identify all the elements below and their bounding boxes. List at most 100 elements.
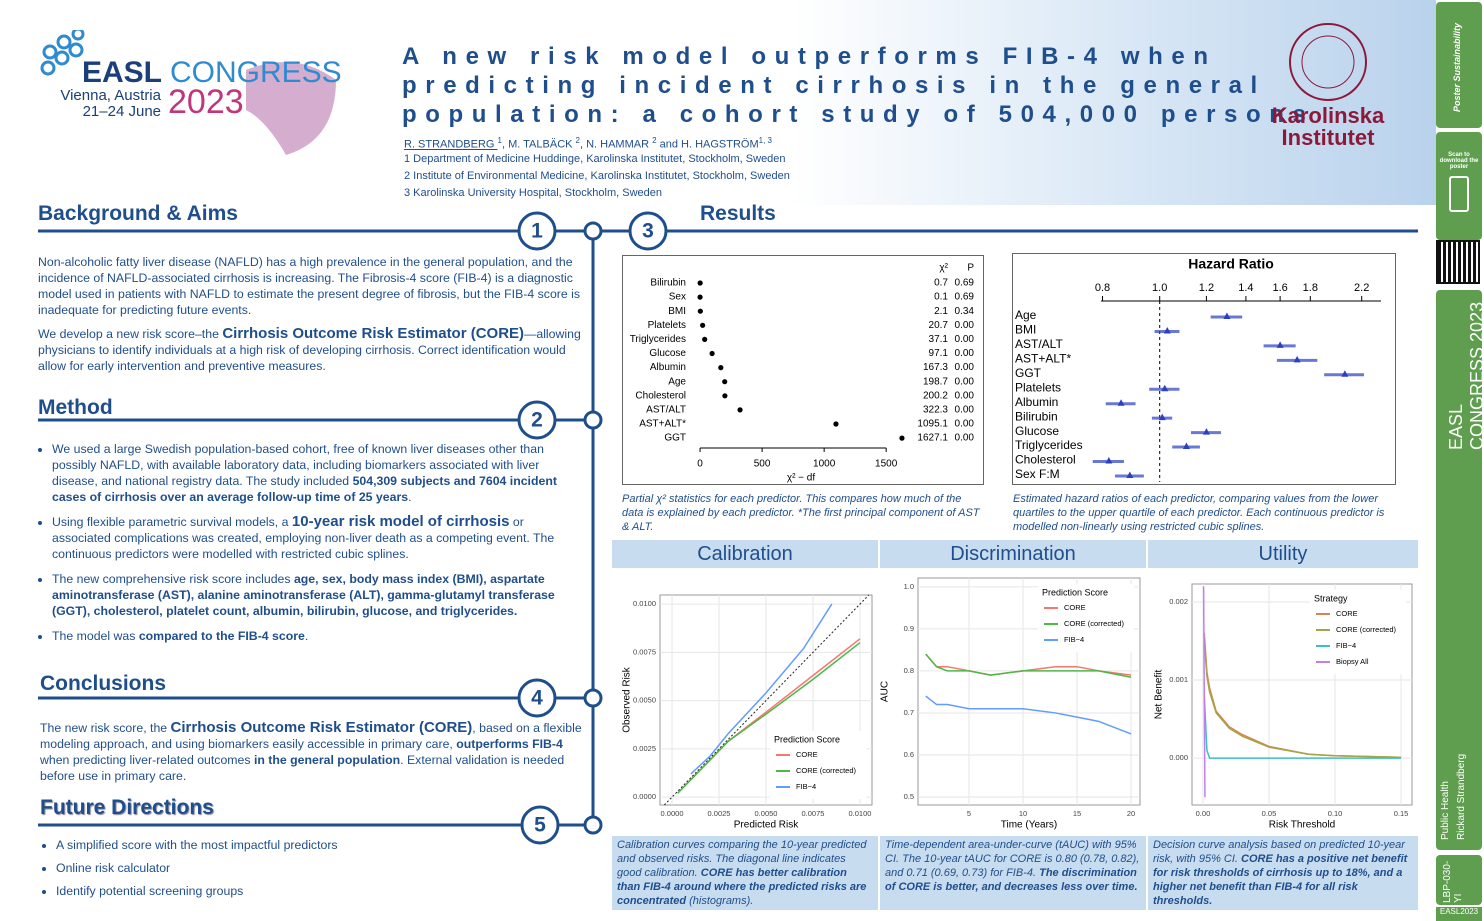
- caption: Time-dependent area-under-curve (tAUC) w…: [880, 836, 1146, 910]
- x-tick-label: 2.2: [1354, 282, 1369, 294]
- p-value: 0.00: [955, 348, 975, 359]
- x-tick-label: 1500: [875, 459, 898, 470]
- x-tick-label: 1.6: [1272, 282, 1287, 294]
- event-year: 2023: [1467, 301, 1484, 342]
- x-tick-label: 0.0050: [755, 809, 778, 818]
- category-label: Age: [1015, 308, 1037, 322]
- caption: Estimated hazard ratios of each predicto…: [1013, 492, 1395, 534]
- x-tick-label: 0.0000: [661, 809, 684, 818]
- value-label: 37.1: [929, 334, 949, 345]
- text-run: Partial χ² statistics for each predictor…: [622, 493, 962, 519]
- category-label: GGT: [1015, 366, 1042, 380]
- legend-title: Prediction Score: [1042, 587, 1108, 597]
- series-line: [925, 653, 1132, 678]
- point: [1202, 428, 1210, 435]
- title-line: population: a cohort study of 504,000 pe…: [402, 101, 1315, 128]
- text-run: when predicting liver-related outcomes: [40, 753, 254, 767]
- future-text: A simplified score with the most impactf…: [40, 837, 560, 906]
- title: A new risk model outperforms FIB-4 when …: [402, 42, 1314, 129]
- x-axis-label: Risk Threshold: [1269, 820, 1336, 831]
- category-label: Glucose: [1015, 424, 1059, 438]
- text-run: Decision curve analysis based on predict…: [1153, 839, 1405, 865]
- p-value: 0.00: [955, 405, 975, 416]
- text-run: 10-year risk model of cirrhosis: [291, 513, 510, 530]
- sidebar-block: EASL CONGRESS 2023 Public Health Rickard…: [1436, 290, 1484, 850]
- institute-logo: Karolinska Institutet: [1272, 23, 1385, 150]
- legend-label: CORE (corrected): [1064, 619, 1125, 628]
- x-tick-label: 10: [1019, 809, 1027, 818]
- bullet: We used a large Swedish population-based…: [52, 441, 586, 505]
- p-value: 0.00: [955, 376, 975, 387]
- category-label: Cholesterol: [635, 390, 686, 401]
- y-tick-label: 0.6: [904, 750, 914, 759]
- caption: Decision curve analysis based on predict…: [1148, 836, 1418, 910]
- text-run: The discrimination of CORE is better, an…: [885, 867, 1138, 893]
- diagonal: [663, 594, 870, 806]
- scan-text: Scan to download the poster: [1439, 152, 1479, 170]
- y-tick-label: 0.002: [1169, 597, 1188, 606]
- y-axis-label: Observed Risk: [622, 666, 633, 733]
- topic: Public Health: [1440, 781, 1451, 840]
- legend-label: FIB−4: [796, 782, 816, 791]
- section-number: 1: [531, 220, 543, 243]
- x-tick-label: 1.4: [1238, 282, 1253, 294]
- section-heading: Conclusions: [40, 672, 167, 695]
- point: [1182, 442, 1190, 450]
- point: [1293, 355, 1301, 363]
- bullet: A simplified score with the most impactf…: [56, 837, 560, 853]
- poster-code: LBP-030-YI: [1442, 860, 1464, 903]
- text-run: Time-dependent area-under-curve (tAUC) w…: [885, 839, 1140, 879]
- phone-icon: [1449, 176, 1469, 212]
- series-line: [925, 695, 1132, 735]
- text-run: The model was: [52, 629, 139, 643]
- authors: R. STRANDBERG 1, M. TALBÄCK 2, N. HAMMAR…: [404, 136, 772, 151]
- text-run: age, sex, body mass index (BMI), asparta…: [52, 572, 555, 618]
- lines: [38, 229, 1418, 827]
- category-label: BMI: [668, 306, 686, 317]
- value-label: 167.3: [923, 362, 948, 373]
- logo-cells: [40, 30, 85, 76]
- x-tick-label: 500: [754, 459, 771, 470]
- x-axis-label: χ² − df: [787, 473, 816, 484]
- title-line: A new risk model outperforms FIB-4 when: [402, 43, 1217, 70]
- p-value: 0.00: [955, 390, 975, 401]
- caption: Partial χ² statistics for each predictor…: [622, 492, 982, 534]
- point: [1163, 326, 1171, 334]
- y-axis-label: Net Benefit: [1154, 670, 1165, 720]
- tag: EASL2023: [1436, 907, 1482, 921]
- category-label: Cholesterol: [1015, 453, 1076, 467]
- column-header: χ²: [939, 263, 948, 274]
- text-run: 504,309 subjects and 7604 incident cases…: [52, 474, 557, 504]
- bullet-list: We used a large Swedish population-based…: [38, 441, 586, 644]
- text-run: Cirrhosis Outcome Risk Estimator (CORE): [170, 719, 473, 736]
- y-tick-label: 1.0: [904, 582, 914, 591]
- x-tick-label: 0: [697, 459, 703, 470]
- section-number: 2: [531, 409, 543, 432]
- sustainability: Poster Sustainability: [1452, 22, 1462, 112]
- legend-label: FIB−4: [1336, 641, 1356, 650]
- text-run: Cirrhosis Outcome Risk Estimator (CORE): [222, 325, 525, 342]
- panel-title: Utility: [1148, 540, 1418, 568]
- x-tick-label: 15: [1073, 809, 1081, 818]
- section-number: 3: [642, 220, 654, 243]
- category-label: AST/ALT: [1015, 337, 1063, 351]
- bullet: The model was compared to the FIB-4 scor…: [52, 628, 586, 644]
- p-value: 0.00: [955, 362, 975, 373]
- logo-dates: 21–24 June: [83, 103, 161, 120]
- header-background: [0, 0, 1436, 205]
- category-label: Platelets: [1015, 380, 1061, 394]
- text-run: .: [408, 490, 412, 504]
- y-tick-label: 0.0050: [633, 696, 656, 705]
- section-number: 5: [534, 814, 546, 837]
- bullet: Using flexible parametric survival model…: [52, 514, 586, 562]
- p-value: 0.00: [955, 334, 975, 345]
- text-run: 1: [497, 136, 502, 145]
- x-axis-label: Time (Years): [1001, 820, 1058, 831]
- text-run: R. STRANDBERG: [404, 138, 498, 151]
- x-tick-label: 20: [1127, 809, 1135, 818]
- category-label: Sex: [669, 292, 686, 303]
- text-run: and H. HAGSTRÖM: [656, 138, 759, 151]
- point: [1117, 399, 1125, 406]
- event: EASL CONGRESS: [1446, 346, 1484, 450]
- section-heading: Background & Aims: [38, 202, 238, 225]
